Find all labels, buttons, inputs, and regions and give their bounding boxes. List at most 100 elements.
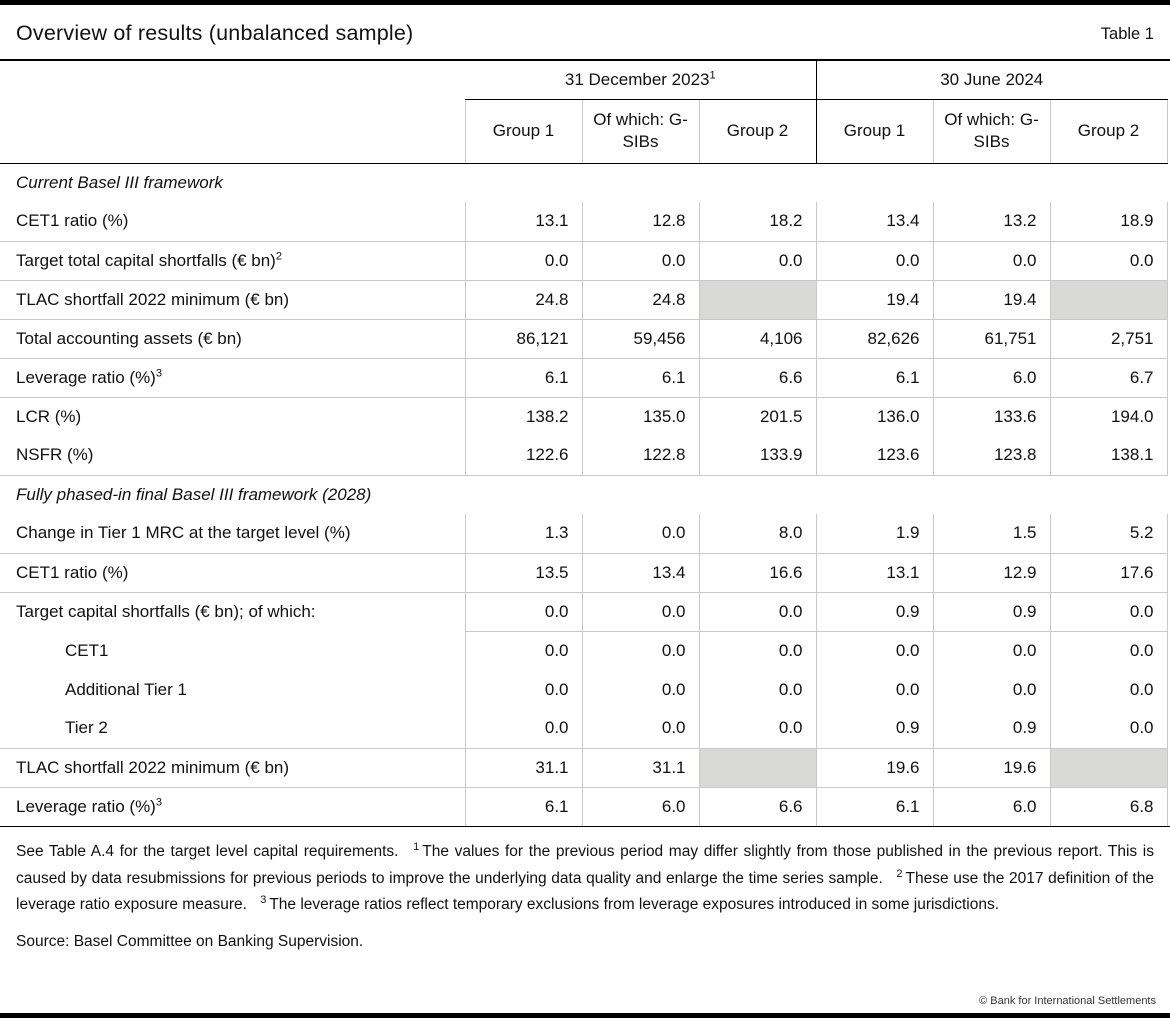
- cell-value: 123.6: [815, 436, 933, 476]
- cell-value: 31.1: [581, 748, 699, 788]
- footnote-text: See Table A.4 for the target level capit…: [16, 843, 405, 860]
- cell-value: 0.0: [698, 592, 816, 632]
- table-row: Total accounting assets (€ bn) 86,121 59,4…: [0, 319, 1168, 359]
- row-label: Change in Tier 1 MRC at the target level…: [0, 514, 465, 554]
- table-row: Additional Tier 1 0.0 0.0 0.0 0.0 0.0 0.0: [0, 670, 1168, 709]
- cell-value: 0.0: [581, 670, 699, 709]
- cell-value: 201.5: [698, 397, 816, 436]
- cell-value: 12.9: [932, 553, 1050, 593]
- column-header-group2: Group 2: [698, 99, 816, 164]
- page-title: Overview of results (unbalanced sample): [16, 21, 414, 45]
- cell-value: 0.0: [581, 592, 699, 632]
- results-table: 31 December 20231 30 June 2024 Group 1 O…: [0, 61, 1168, 826]
- column-header-gsibs: Of which: G-SIBs: [932, 99, 1050, 164]
- table-row: CET1 0.0 0.0 0.0 0.0 0.0 0.0: [0, 631, 1168, 670]
- cell-value: 6.0: [932, 787, 1050, 826]
- cell-value: 0.9: [932, 709, 1050, 749]
- shaded-empty-cell: [1049, 280, 1168, 320]
- cell-value: 1.5: [932, 514, 1050, 554]
- footnotes-paragraph: See Table A.4 for the target level capit…: [16, 839, 1154, 919]
- cell-value: 0.0: [464, 709, 582, 749]
- cell-value: 6.1: [815, 358, 933, 398]
- cell-value: 6.1: [464, 787, 582, 826]
- cell-value: 59,456: [581, 319, 699, 359]
- cell-value: 0.0: [815, 631, 933, 670]
- period-header-row: 31 December 20231 30 June 2024: [0, 61, 1167, 100]
- column-group-30-jun-2024: 30 June 2024: [815, 61, 1167, 100]
- cell-value: 18.2: [698, 202, 816, 242]
- cell-value: 138.1: [1049, 436, 1168, 476]
- cell-value: 122.6: [464, 436, 582, 476]
- table-row: NSFR (%) 122.6 122.8 133.9 123.6 123.8 138.1: [0, 436, 1168, 476]
- column-header-group1: Group 1: [464, 99, 582, 164]
- table-row: TLAC shortfall 2022 minimum (€ bn) 24.8 24…: [0, 280, 1168, 320]
- table-row: Leverage ratio (%)3 6.1 6.1 6.6 6.1 6.0 6.7: [0, 358, 1168, 398]
- row-label: Total accounting assets (€ bn): [0, 319, 465, 359]
- source-line: Source: Basel Committee on Banking Super…: [16, 932, 364, 950]
- copyright-notice: © Bank for International Settlements: [979, 995, 1156, 1007]
- cell-value: 6.7: [1049, 358, 1168, 398]
- section-row: Fully phased-in final Basel III framewor…: [0, 475, 1167, 514]
- column-header-group1: Group 1: [815, 99, 933, 164]
- table-row: TLAC shortfall 2022 minimum (€ bn) 31.1 31…: [0, 748, 1168, 788]
- cell-value: 0.0: [581, 514, 699, 554]
- cell-value: 6.1: [815, 787, 933, 826]
- section-row: Current Basel III framework: [0, 163, 1167, 202]
- table-row: Leverage ratio (%)3 6.1 6.0 6.6 6.1 6.0 6.8: [0, 787, 1168, 826]
- column-header-group2: Group 2: [1049, 99, 1168, 164]
- cell-value: 0.0: [581, 241, 699, 281]
- cell-value: 136.0: [815, 397, 933, 436]
- cell-value: 6.6: [698, 787, 816, 826]
- cell-value: 133.6: [932, 397, 1050, 436]
- row-label: NSFR (%): [0, 436, 465, 476]
- cell-value: 31.1: [464, 748, 582, 788]
- cell-value: 1.3: [464, 514, 582, 554]
- footnote-ref-1: 1: [709, 69, 716, 82]
- row-label: Additional Tier 1: [65, 679, 187, 699]
- row-label: CET1 ratio (%): [0, 553, 465, 593]
- cell-value: 13.5: [464, 553, 582, 593]
- cell-value: 0.0: [1049, 670, 1168, 709]
- column-header-gsibs: Of which: G-SIBs: [581, 99, 699, 164]
- row-label: Target capital shortfalls (€ bn); of whi…: [16, 601, 316, 621]
- table-row: CET1 ratio (%) 13.5 13.4 16.6 13.1 12.9 17.6: [0, 553, 1168, 593]
- cell-value: 138.2: [464, 397, 582, 436]
- cell-value: 61,751: [932, 319, 1050, 359]
- cell-value: 0.0: [698, 709, 816, 749]
- cell-value: 0.0: [581, 709, 699, 749]
- cell-value: 0.0: [815, 241, 933, 281]
- cell-value: 1.9: [815, 514, 933, 554]
- row-label: Target total capital shortfalls (€ bn)2: [0, 241, 465, 281]
- table-number-label: Table 1: [1100, 25, 1154, 43]
- table-row: Target total capital shortfalls (€ bn)2 0…: [0, 241, 1168, 281]
- cell-value: 0.0: [698, 631, 816, 670]
- cell-value: 19.6: [932, 748, 1050, 788]
- cell-value: 19.4: [932, 280, 1050, 320]
- cell-value: 2,751: [1049, 319, 1168, 359]
- cell-value: 13.4: [815, 202, 933, 242]
- cell-value: 194.0: [1049, 397, 1168, 436]
- footnote-marker-3: 3: [260, 894, 267, 907]
- footnote-marker-2: 2: [896, 867, 903, 880]
- cell-value: 16.6: [698, 553, 816, 593]
- cell-value: 133.9: [698, 436, 816, 476]
- cell-value: 0.0: [698, 670, 816, 709]
- row-label: CET1: [65, 640, 109, 660]
- table-row: LCR (%) 138.2 135.0 201.5 136.0 133.6 194.0: [0, 397, 1168, 436]
- cell-value: 0.0: [1049, 709, 1168, 749]
- footnote-ref-3: 3: [155, 796, 162, 809]
- cell-value: 13.4: [581, 553, 699, 593]
- cell-value: 135.0: [581, 397, 699, 436]
- cell-value: 6.1: [464, 358, 582, 398]
- row-label: Tier 2: [0, 709, 465, 749]
- cell-value: 0.0: [464, 631, 582, 670]
- footnote-ref-3: 3: [155, 366, 162, 379]
- cell-value: 19.4: [815, 280, 933, 320]
- cell-value: 19.6: [815, 748, 933, 788]
- column-group-label: 30 June 2024: [940, 69, 1044, 89]
- shaded-empty-cell: [1049, 748, 1168, 788]
- title-row: Overview of results (unbalanced sample) …: [0, 21, 1170, 61]
- column-group-label: 31 December 2023: [564, 69, 710, 89]
- footnote-text: The leverage ratios reflect temporary ex…: [269, 896, 1000, 914]
- cell-value: 6.6: [698, 358, 816, 398]
